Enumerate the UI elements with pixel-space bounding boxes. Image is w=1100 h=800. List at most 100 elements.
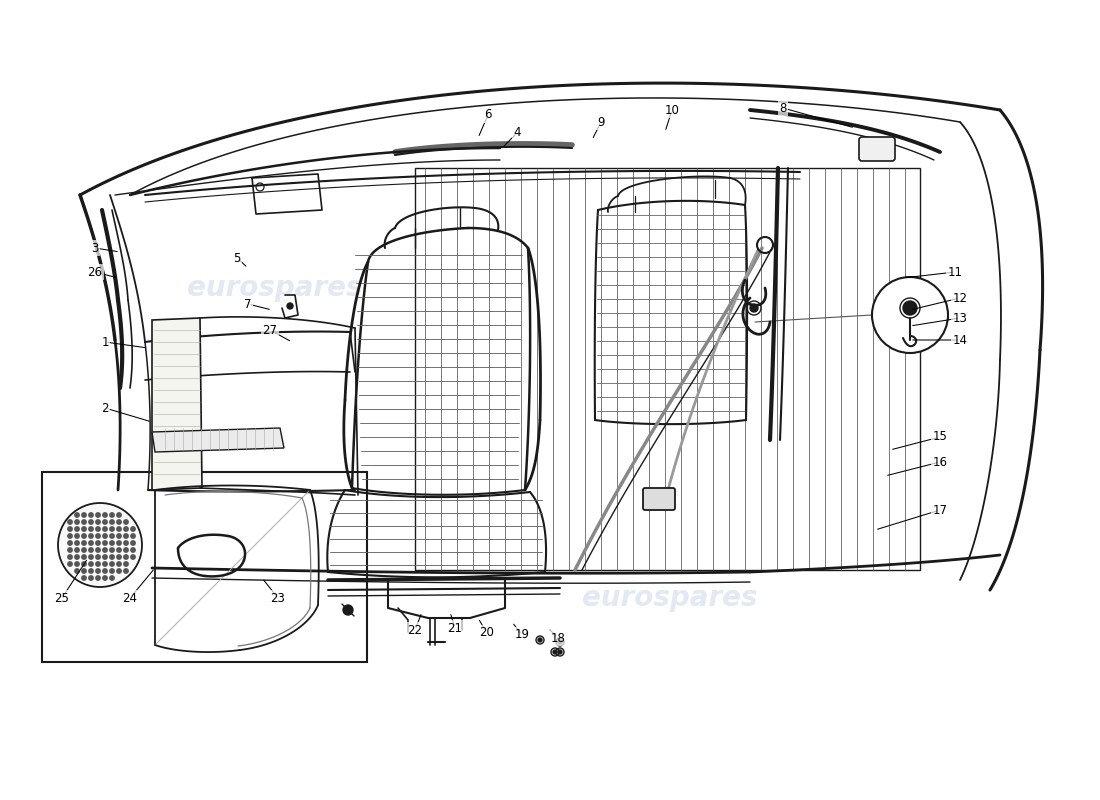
Circle shape [110,555,114,559]
Text: 8: 8 [779,102,786,114]
Circle shape [81,569,86,573]
Text: 1: 1 [101,335,109,349]
Text: 2: 2 [101,402,109,414]
Circle shape [75,527,79,531]
Text: 12: 12 [953,291,968,305]
Text: eurospares: eurospares [187,274,363,302]
Circle shape [75,555,79,559]
Circle shape [124,541,129,546]
Text: 24: 24 [122,591,138,605]
Circle shape [89,569,94,573]
Circle shape [102,569,107,573]
Circle shape [117,555,121,559]
Circle shape [89,562,94,566]
Text: 7: 7 [244,298,252,310]
Circle shape [117,527,121,531]
Circle shape [110,548,114,552]
Circle shape [131,548,135,552]
Circle shape [81,548,86,552]
Circle shape [75,541,79,546]
Circle shape [81,541,86,546]
Circle shape [117,541,121,546]
Circle shape [110,562,114,566]
FancyBboxPatch shape [859,137,895,161]
Circle shape [89,555,94,559]
Circle shape [68,541,73,546]
Circle shape [558,650,562,654]
Text: 11: 11 [947,266,962,278]
Text: 14: 14 [953,334,968,346]
Circle shape [343,605,353,615]
Circle shape [68,562,73,566]
Circle shape [110,576,114,580]
Circle shape [96,527,100,531]
Text: 6: 6 [484,109,492,122]
Text: 3: 3 [91,242,99,254]
Circle shape [96,534,100,538]
Circle shape [102,562,107,566]
Circle shape [58,503,142,587]
Text: 10: 10 [664,103,680,117]
Circle shape [81,534,86,538]
Circle shape [89,548,94,552]
Text: 5: 5 [233,251,241,265]
Circle shape [110,527,114,531]
Text: 9: 9 [597,115,605,129]
Circle shape [75,562,79,566]
Circle shape [124,569,129,573]
Circle shape [68,527,73,531]
Bar [42,472,367,662]
Circle shape [117,520,121,524]
Circle shape [131,534,135,538]
Text: 25: 25 [55,591,69,605]
Circle shape [75,534,79,538]
Circle shape [68,555,73,559]
Circle shape [558,640,562,644]
Text: 22: 22 [407,623,422,637]
Text: eurospares: eurospares [582,266,758,294]
Circle shape [117,513,121,517]
Circle shape [89,513,94,517]
Circle shape [89,520,94,524]
Circle shape [68,548,73,552]
Circle shape [110,541,114,546]
Circle shape [750,304,758,312]
Polygon shape [415,168,920,570]
Circle shape [89,541,94,546]
Circle shape [96,562,100,566]
Circle shape [538,638,542,642]
Circle shape [96,576,100,580]
Circle shape [81,527,86,531]
Polygon shape [152,318,202,490]
Circle shape [110,534,114,538]
Circle shape [131,541,135,546]
Circle shape [102,548,107,552]
Circle shape [89,534,94,538]
Circle shape [110,513,114,517]
Circle shape [96,555,100,559]
Circle shape [117,562,121,566]
FancyBboxPatch shape [644,488,675,510]
Circle shape [131,527,135,531]
Polygon shape [152,428,284,452]
Circle shape [75,569,79,573]
Circle shape [117,534,121,538]
Circle shape [75,520,79,524]
Text: 13: 13 [953,311,967,325]
Text: eurospares: eurospares [582,584,758,612]
Text: 4: 4 [514,126,520,139]
Text: 16: 16 [933,455,947,469]
Circle shape [124,527,129,531]
Circle shape [81,562,86,566]
Circle shape [872,277,948,353]
Circle shape [102,534,107,538]
Text: eurospares: eurospares [187,584,363,612]
Circle shape [89,576,94,580]
Circle shape [81,513,86,517]
Circle shape [287,303,293,309]
Circle shape [96,541,100,546]
Circle shape [81,520,86,524]
Text: 20: 20 [480,626,494,639]
Text: 23: 23 [271,591,285,605]
Circle shape [81,555,86,559]
